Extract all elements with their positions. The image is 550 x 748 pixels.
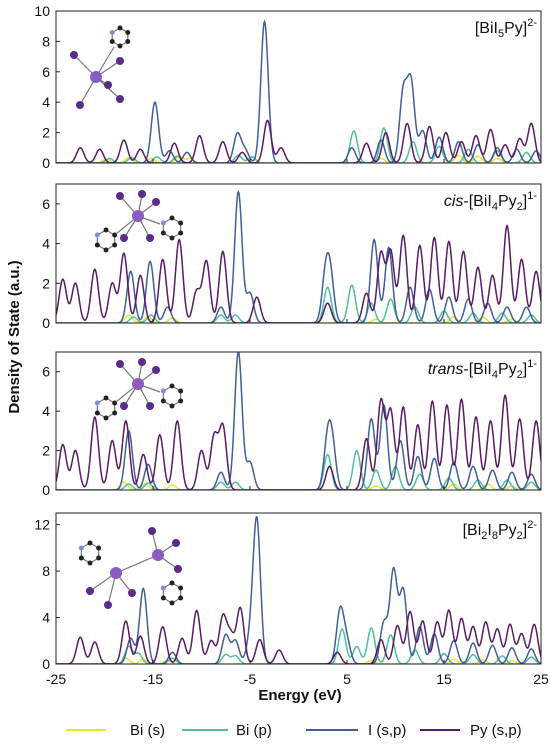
y-tick-label: 2: [42, 125, 50, 141]
molecule-structure-icon: [78, 527, 184, 609]
y-tick-label: 10: [34, 3, 50, 19]
legend-item: Py (s,p): [420, 722, 522, 739]
y-tick-label: 0: [42, 315, 50, 331]
molecule-structure-icon: [94, 358, 184, 421]
legend-item: Bi (p): [182, 722, 272, 739]
panel-frame: [55, 10, 542, 164]
legend: Bi (s) Bi (p) I (s,p) Py (s,p): [66, 722, 522, 739]
panel-frame: [55, 351, 542, 491]
y-tick-label: 8: [42, 563, 50, 579]
y-tick-label: 0: [42, 482, 50, 498]
series-line-py-s-p: [56, 393, 541, 490]
x-tick-label: -15: [143, 671, 163, 687]
panel-title: [BiI5Py]2-: [475, 17, 537, 40]
series-line-py-s-p: [56, 119, 541, 163]
series-line-bi-s: [56, 481, 541, 490]
panel-3: 0 2 4 6 trans-[BiI4Py2]1-: [42, 351, 542, 498]
y-tick-label: 6: [42, 64, 50, 80]
series-line-bi-p: [56, 127, 541, 163]
series-line-py-s-p: [56, 606, 541, 664]
legend-label: I (s,p): [368, 722, 406, 739]
y-tick-label: 0: [42, 155, 50, 171]
panel-title: trans-[BiI4Py2]1-: [428, 358, 538, 381]
molecule-structure-icon: [94, 190, 184, 253]
series-line-bi-s: [56, 657, 541, 664]
y-tick-label: 8: [42, 33, 50, 49]
panels-group: 0 2 4 6 8 10 [BiI5Py]2- 0 2 4 6 cis-[BiI4Py2]1- 0 2 4 6…: [34, 3, 549, 687]
x-tick-label: -5: [244, 671, 257, 687]
legend-label: Bi (p): [236, 722, 272, 739]
y-tick-label: 4: [42, 236, 50, 252]
panel-4: 0 4 8 12 [Bi2I8Py2]2- -25 -15 -5 5 15 25: [34, 512, 549, 687]
x-tick-label: 15: [436, 671, 452, 687]
legend-label: Py (s,p): [470, 722, 522, 739]
y-tick-label: 6: [42, 196, 50, 212]
y-tick-label: 6: [42, 364, 50, 380]
x-axis-label: Energy (eV): [258, 687, 341, 704]
y-tick-label: 4: [42, 403, 50, 419]
y-tick-label: 4: [42, 610, 50, 626]
x-tick-label: 5: [343, 671, 351, 687]
y-tick-label: 4: [42, 94, 50, 110]
series-line-bi-s: [56, 314, 541, 323]
y-tick-label: 2: [42, 275, 50, 291]
panel-1: 0 2 4 6 8 10 [BiI5Py]2-: [34, 3, 542, 171]
molecule-structure-icon: [70, 25, 131, 109]
panel-2-series: [56, 189, 541, 323]
legend-item: Bi (s): [66, 722, 165, 739]
series-line-i-s-p: [56, 189, 541, 323]
panel-title: cis-[BiI4Py2]1-: [444, 190, 538, 213]
y-tick-label: 2: [42, 443, 50, 459]
panel-2: 0 2 4 6 cis-[BiI4Py2]1-: [42, 183, 542, 331]
series-line-bi-p: [56, 449, 541, 490]
legend-label: Bi (s): [130, 722, 165, 739]
y-axis-label: Density of State (a.u.): [6, 260, 23, 413]
legend-item: I (s,p): [306, 722, 406, 739]
panel-frame: [55, 512, 542, 665]
series-line-i-s-p: [56, 352, 541, 490]
series-line-i-s-p: [56, 515, 541, 664]
series-line-py-s-p: [56, 224, 541, 323]
y-tick-label: 12: [34, 517, 50, 533]
x-tick-label: 25: [533, 671, 549, 687]
y-tick-label: 0: [42, 656, 50, 672]
panel-title: [Bi2I8Py2]2-: [463, 519, 538, 542]
x-tick-label: -25: [46, 671, 66, 687]
panel-frame: [55, 183, 542, 324]
